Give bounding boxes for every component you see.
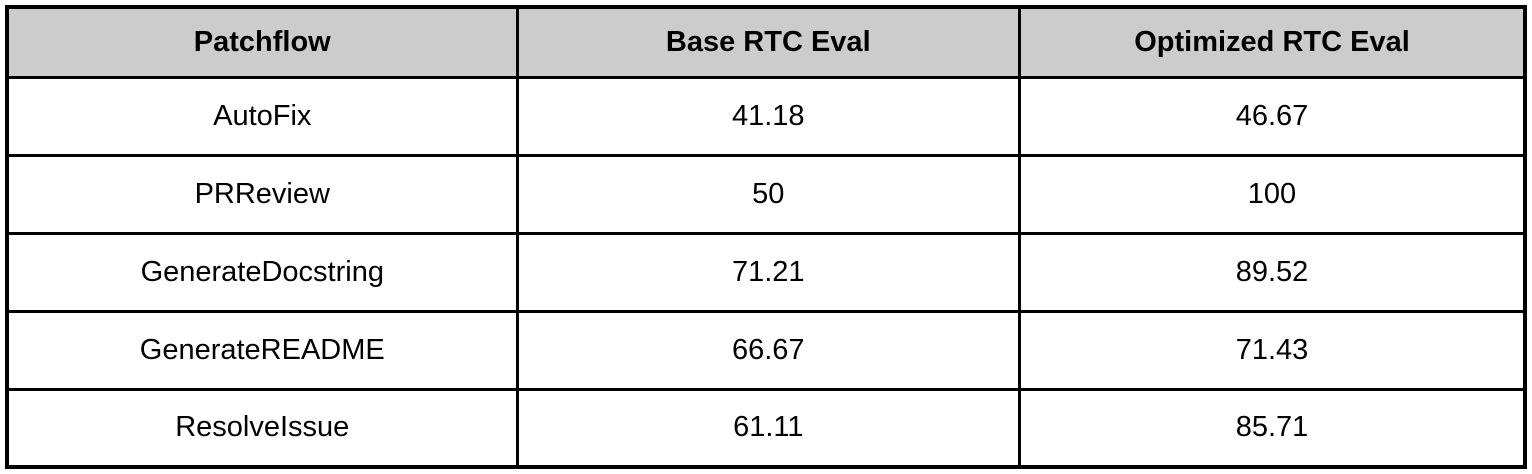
cell-base-score: 61.11 — [515, 387, 1022, 469]
table-row-generatedocstring: GenerateDocstring 71.21 89.52 — [5, 231, 1527, 313]
column-header-base-rtc-eval: Base RTC Eval — [515, 5, 1022, 79]
column-header-patchflow: Patchflow — [5, 5, 519, 79]
cell-optimized-score: 71.43 — [1018, 309, 1527, 391]
cell-base-score: 41.18 — [515, 75, 1022, 157]
rtc-eval-table: Patchflow Base RTC Eval Optimized RTC Ev… — [5, 5, 1527, 469]
table-row-generatereadme: GenerateREADME 66.67 71.43 — [5, 309, 1527, 391]
table-header-row: Patchflow Base RTC Eval Optimized RTC Ev… — [5, 5, 1527, 79]
cell-optimized-score: 100 — [1018, 153, 1527, 235]
cell-patchflow-name: PRReview — [5, 153, 519, 235]
cell-base-score: 71.21 — [515, 231, 1022, 313]
cell-patchflow-name: AutoFix — [5, 75, 519, 157]
cell-optimized-score: 89.52 — [1018, 231, 1527, 313]
column-header-optimized-rtc-eval: Optimized RTC Eval — [1018, 5, 1527, 79]
cell-optimized-score: 46.67 — [1018, 75, 1527, 157]
table-row-prreview: PRReview 50 100 — [5, 153, 1527, 235]
cell-base-score: 50 — [515, 153, 1022, 235]
cell-base-score: 66.67 — [515, 309, 1022, 391]
table-row-resolveissue: ResolveIssue 61.11 85.71 — [5, 387, 1527, 469]
cell-patchflow-name: GenerateREADME — [5, 309, 519, 391]
table-row-autofix: AutoFix 41.18 46.67 — [5, 75, 1527, 157]
cell-optimized-score: 85.71 — [1018, 387, 1527, 469]
cell-patchflow-name: GenerateDocstring — [5, 231, 519, 313]
cell-patchflow-name: ResolveIssue — [5, 387, 519, 469]
